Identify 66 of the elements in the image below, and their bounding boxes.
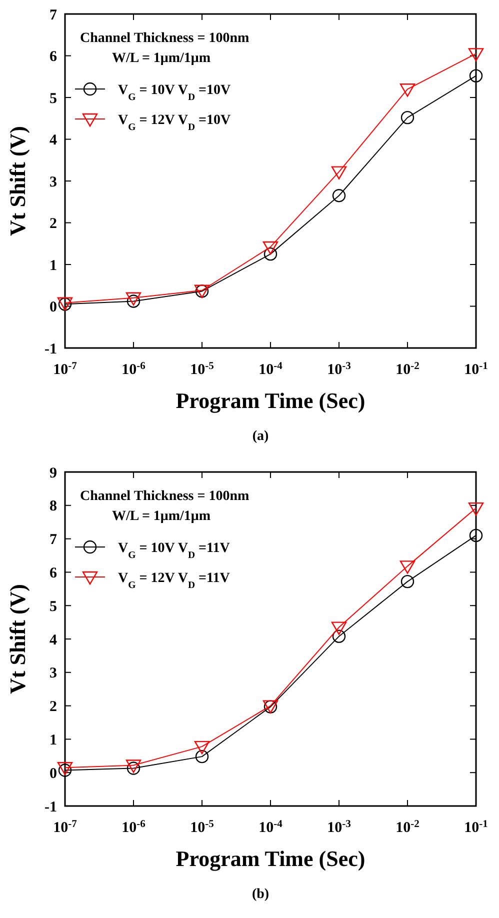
x-axis-title: Program Time (Sec) bbox=[176, 846, 366, 871]
x-tick-label: 10$^{-2}$ bbox=[396, 818, 420, 836]
annotation: W/L = 1μm/1μm bbox=[112, 509, 211, 524]
x-tick-label: 10$^{-4}$ bbox=[258, 360, 284, 378]
point bbox=[468, 502, 484, 516]
legend-label: V$_{G}$ = 10V V$_{D}$ =10V bbox=[118, 82, 231, 102]
annotation: Channel Thickness = 100nm bbox=[80, 489, 250, 504]
legend-label: V$_{G}$ = 10V V$_{D}$ =11V bbox=[118, 540, 230, 560]
y-tick-label: 3 bbox=[50, 666, 57, 682]
y-tick-label: 8 bbox=[50, 498, 57, 515]
y-tick-label: -1 bbox=[44, 799, 57, 816]
point bbox=[469, 69, 483, 82]
x-tick-label: 10$^{-3}$ bbox=[327, 360, 351, 378]
point bbox=[264, 247, 278, 261]
text: (b) bbox=[252, 887, 270, 902]
point bbox=[194, 740, 210, 754]
y-tick-label: 5 bbox=[50, 90, 57, 107]
point bbox=[126, 294, 140, 308]
y-axis-title: Vt Shift (V) bbox=[5, 126, 30, 236]
x-tick-label: 10$^{-1}$ bbox=[464, 818, 488, 836]
x-tick-label: 10$^{-3}$ bbox=[327, 818, 351, 836]
y-tick-label: 2 bbox=[50, 699, 57, 716]
point bbox=[332, 630, 346, 643]
point bbox=[400, 110, 414, 124]
point bbox=[126, 292, 142, 306]
point bbox=[332, 189, 346, 202]
annotation: W/L = 1μm/1μm bbox=[112, 51, 211, 66]
point bbox=[331, 166, 347, 180]
point bbox=[469, 528, 483, 542]
y-tick-label: 9 bbox=[50, 465, 57, 482]
y-tick-label: 1 bbox=[50, 732, 57, 748]
x-tick-label: 10$^{-1}$ bbox=[464, 360, 488, 378]
x-tick-label: 10$^{-2}$ bbox=[396, 360, 420, 378]
y-tick-label: 7 bbox=[50, 7, 58, 24]
x-tick-label: 10$^{-6}$ bbox=[122, 360, 146, 378]
text: (a) bbox=[252, 429, 269, 444]
point bbox=[195, 750, 209, 764]
x-tick-label: 10$^{-5}$ bbox=[190, 360, 214, 378]
y-tick-label: 4 bbox=[50, 132, 58, 148]
point bbox=[400, 560, 416, 574]
x-axis-title: Program Time (Sec) bbox=[176, 388, 366, 413]
x-tick-label: 10$^{-7}$ bbox=[53, 818, 77, 836]
y-tick-label: 0 bbox=[50, 766, 57, 782]
point bbox=[400, 84, 416, 97]
y-tick-label: 5 bbox=[50, 598, 57, 615]
y-tick-label: 2 bbox=[50, 216, 57, 232]
y-tick-label: 7 bbox=[50, 532, 58, 548]
y-tick-label: -1 bbox=[44, 341, 57, 358]
y-tick-label: 6 bbox=[50, 49, 58, 65]
x-tick-label: 10$^{-6}$ bbox=[122, 818, 146, 836]
y-axis-title: Vt Shift (V) bbox=[5, 584, 30, 694]
y-tick-label: 6 bbox=[50, 565, 58, 582]
x-tick-label: 10$^{-7}$ bbox=[53, 360, 77, 378]
y-tick-label: 1 bbox=[50, 258, 57, 274]
annotation: Channel Thickness = 100nm bbox=[80, 31, 250, 46]
y-tick-label: 4 bbox=[50, 632, 58, 648]
y-tick-label: 3 bbox=[50, 174, 57, 190]
legend-label: V$_{G}$ = 12V V$_{D}$ =11V bbox=[118, 570, 230, 590]
point bbox=[468, 48, 484, 62]
point bbox=[331, 622, 347, 635]
x-tick-label: 10$^{-4}$ bbox=[258, 818, 284, 836]
point bbox=[400, 574, 414, 588]
legend-label: V$_{G}$ = 12V V$_{D}$ =10V bbox=[118, 112, 231, 132]
x-tick-label: 10$^{-5}$ bbox=[190, 818, 214, 836]
y-tick-label: 0 bbox=[50, 300, 57, 316]
point bbox=[262, 241, 278, 255]
